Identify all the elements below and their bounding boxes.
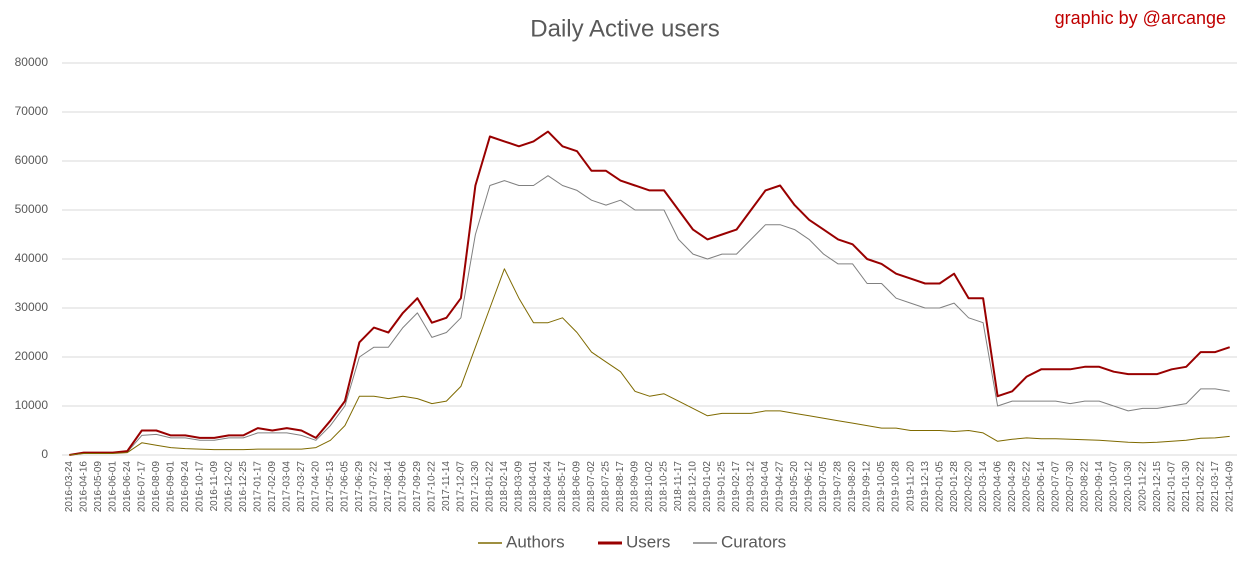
x-tick-label: 2017-04-20 xyxy=(310,461,321,513)
x-tick-label: 2020-11-22 xyxy=(1137,461,1148,512)
x-tick-label: 2017-10-22 xyxy=(427,461,438,513)
x-tick-label: 2016-09-24 xyxy=(180,461,191,513)
x-tick-label: 2019-04-27 xyxy=(775,461,786,513)
y-tick-label: 50000 xyxy=(15,202,49,216)
x-tick-label: 2019-02-17 xyxy=(731,461,742,513)
y-tick-label: 70000 xyxy=(15,104,49,118)
x-tick-label: 2016-06-01 xyxy=(107,461,118,513)
x-tick-label: 2018-02-14 xyxy=(499,461,510,513)
x-tick-label: 2018-10-02 xyxy=(644,461,655,513)
x-tick-label: 2019-07-05 xyxy=(818,461,829,513)
x-tick-label: 2016-09-01 xyxy=(165,461,176,513)
x-tick-label: 2021-01-30 xyxy=(1181,461,1192,513)
x-tick-label: 2017-03-04 xyxy=(281,461,292,513)
x-tick-label: 2017-12-07 xyxy=(456,461,467,513)
x-tick-label: 2020-07-30 xyxy=(1065,461,1076,513)
x-tick-label: 2017-09-29 xyxy=(412,461,423,513)
x-tick-label: 2017-09-06 xyxy=(398,461,409,513)
x-tick-label: 2017-06-29 xyxy=(354,461,365,513)
x-tick-label: 2016-04-16 xyxy=(78,461,89,513)
legend-label: Curators xyxy=(721,532,786,551)
x-tick-label: 2018-09-09 xyxy=(630,461,641,513)
x-tick-label: 2020-04-29 xyxy=(1007,461,1018,513)
x-tick-label: 2020-08-22 xyxy=(1079,461,1090,513)
x-tick-label: 2017-11-14 xyxy=(441,461,452,512)
x-tick-label: 2016-07-17 xyxy=(136,461,147,513)
legend-label: Users xyxy=(626,532,670,551)
x-tick-label: 2021-03-17 xyxy=(1210,461,1221,513)
x-tick-label: 2016-11-09 xyxy=(209,461,220,512)
y-tick-label: 60000 xyxy=(15,153,49,167)
x-tick-label: 2021-02-22 xyxy=(1195,461,1206,513)
y-tick-label: 40000 xyxy=(15,251,49,265)
y-tick-label: 0 xyxy=(41,447,48,461)
series-line xyxy=(69,268,1230,456)
x-tick-label: 2019-04-04 xyxy=(760,461,771,513)
x-tick-label: 2016-12-02 xyxy=(223,461,234,513)
x-tick-label: 2019-10-28 xyxy=(891,461,902,513)
annotation: graphic by @arcange xyxy=(1055,8,1226,28)
x-tick-label: 2018-08-17 xyxy=(615,461,626,513)
x-tick-label: 2018-04-24 xyxy=(543,461,554,513)
x-tick-label: 2018-05-17 xyxy=(557,461,568,513)
x-tick-label: 2019-09-12 xyxy=(862,461,873,513)
legend-label: Authors xyxy=(506,532,565,551)
x-tick-label: 2016-05-09 xyxy=(93,461,104,513)
x-tick-label: 2017-02-09 xyxy=(267,461,278,513)
y-tick-label: 10000 xyxy=(15,398,49,412)
x-tick-label: 2018-03-09 xyxy=(514,461,525,513)
x-tick-label: 2017-08-14 xyxy=(383,461,394,513)
x-tick-label: 2019-08-20 xyxy=(847,461,858,513)
y-tick-label: 80000 xyxy=(15,55,49,69)
x-tick-label: 2016-03-24 xyxy=(64,461,75,513)
x-tick-label: 2019-06-12 xyxy=(804,461,815,513)
x-tick-label: 2016-06-24 xyxy=(122,461,133,513)
x-tick-label: 2020-03-14 xyxy=(978,461,989,513)
x-tick-label: 2019-01-02 xyxy=(702,461,713,513)
x-tick-label: 2017-01-17 xyxy=(252,461,263,513)
x-tick-label: 2019-05-20 xyxy=(789,461,800,513)
x-tick-label: 2018-07-25 xyxy=(601,461,612,513)
x-tick-label: 2017-03-27 xyxy=(296,461,307,513)
x-tick-label: 2020-04-06 xyxy=(992,461,1003,513)
x-tick-label: 2019-01-25 xyxy=(717,461,728,513)
x-tick-label: 2018-12-10 xyxy=(688,461,699,513)
x-tick-label: 2020-12-15 xyxy=(1152,461,1163,513)
x-tick-label: 2020-05-22 xyxy=(1021,461,1032,513)
x-tick-label: 2016-12-25 xyxy=(238,461,249,513)
x-tick-label: 2020-01-28 xyxy=(949,461,960,513)
x-tick-label: 2020-10-30 xyxy=(1123,461,1134,513)
x-tick-label: 2019-12-13 xyxy=(920,461,931,513)
x-tick-label: 2021-01-07 xyxy=(1166,461,1177,513)
x-tick-label: 2019-11-20 xyxy=(905,461,916,512)
x-tick-label: 2019-03-12 xyxy=(746,461,757,513)
x-tick-label: 2020-02-20 xyxy=(963,461,974,513)
x-tick-label: 2020-01-05 xyxy=(934,461,945,513)
series-line xyxy=(69,175,1230,456)
x-tick-label: 2019-10-05 xyxy=(876,461,887,513)
x-tick-label: 2016-08-09 xyxy=(151,461,162,513)
x-tick-label: 2018-01-22 xyxy=(485,461,496,513)
x-tick-label: 2020-10-07 xyxy=(1108,461,1119,513)
x-tick-label: 2017-05-13 xyxy=(325,461,336,513)
x-tick-label: 2020-06-14 xyxy=(1036,461,1047,513)
chart-title: Daily Active users xyxy=(530,15,719,42)
x-tick-label: 2018-07-02 xyxy=(586,461,597,513)
x-tick-label: 2018-06-09 xyxy=(572,461,583,513)
y-tick-label: 20000 xyxy=(15,349,49,363)
x-tick-label: 2017-12-30 xyxy=(470,461,481,513)
x-tick-label: 2018-11-17 xyxy=(673,461,684,512)
x-tick-label: 2021-04-09 xyxy=(1224,461,1235,513)
x-tick-label: 2019-07-28 xyxy=(833,461,844,513)
x-tick-label: 2018-04-01 xyxy=(528,461,539,513)
y-tick-label: 30000 xyxy=(15,300,49,314)
x-tick-label: 2020-09-14 xyxy=(1094,461,1105,513)
x-tick-label: 2016-10-17 xyxy=(194,461,205,513)
x-tick-label: 2017-07-22 xyxy=(369,461,380,513)
series-line xyxy=(69,130,1231,456)
x-tick-label: 2020-07-07 xyxy=(1050,461,1061,513)
x-tick-label: 2017-06-05 xyxy=(340,461,351,513)
x-tick-label: 2018-10-25 xyxy=(659,461,670,513)
